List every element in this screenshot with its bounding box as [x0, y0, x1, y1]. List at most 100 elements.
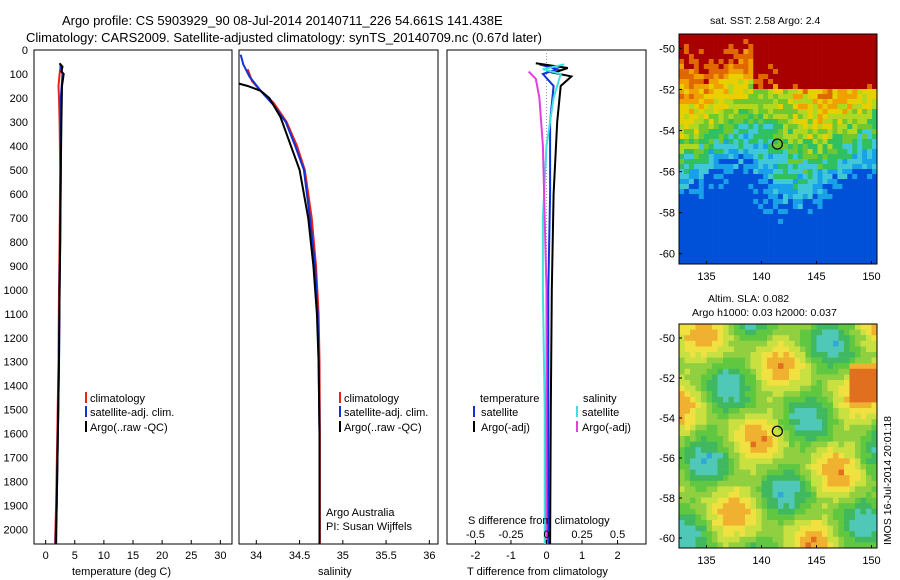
- sst-cell: [847, 244, 853, 250]
- sst-cell: [683, 129, 690, 135]
- sst-cell: [723, 54, 729, 60]
- sla-cell: [827, 324, 834, 330]
- sla-cell: [728, 352, 735, 358]
- sla-cell: [822, 385, 828, 392]
- sst-cell: [708, 79, 714, 85]
- depth-tick-label: 300: [10, 117, 28, 129]
- s-xtick-label: 0: [543, 529, 549, 541]
- sla-cell: [805, 391, 812, 398]
- sst-cell: [723, 194, 729, 200]
- sla-cell: [778, 464, 784, 470]
- sst-cell: [748, 39, 754, 45]
- sst-cell: [847, 139, 853, 145]
- sla-cell: [811, 368, 817, 375]
- sst-cell: [792, 109, 799, 115]
- sla-cell: [860, 441, 867, 448]
- sst-cell: [807, 104, 813, 110]
- sla-cell: [822, 413, 828, 420]
- sst-cell: [837, 44, 843, 50]
- sla-cell: [794, 475, 801, 482]
- sla-cell: [789, 346, 795, 353]
- sla-cell: [723, 329, 729, 336]
- sst-cell: [748, 34, 754, 40]
- sst-cell: [713, 49, 719, 55]
- sla-cell: [800, 514, 806, 521]
- sst-cell: [723, 164, 729, 170]
- sla-cell: [833, 430, 839, 437]
- sst-cell: [787, 214, 794, 220]
- sst-cell: [713, 134, 719, 140]
- sla-cell: [855, 380, 861, 386]
- sla-cell: [706, 419, 713, 426]
- sst-cell: [703, 74, 709, 80]
- sla-cell: [794, 408, 801, 414]
- sla-cell: [827, 391, 834, 398]
- sla-cell: [717, 469, 724, 476]
- sla-cell: [860, 352, 867, 358]
- sst-cell: [832, 164, 838, 170]
- sla-cell: [706, 441, 713, 448]
- sla-cell: [778, 531, 784, 538]
- sst-cell: [763, 134, 769, 140]
- sla-cell: [767, 520, 773, 526]
- sst-cell: [708, 144, 714, 150]
- sla-cell: [750, 542, 757, 549]
- series-line-2: [55, 62, 65, 545]
- sla-cell: [778, 357, 784, 364]
- sst-cell: [847, 119, 853, 125]
- sst-cell: [679, 174, 685, 180]
- sla-cell: [761, 486, 768, 493]
- sla-cell: [756, 508, 762, 515]
- sla-cell: [838, 357, 845, 364]
- sst-cell: [867, 99, 873, 105]
- sla-cell: [684, 402, 691, 409]
- sst-cell: [862, 154, 868, 160]
- sla-cell: [739, 480, 746, 487]
- sla-cell: [833, 542, 839, 549]
- sla-cell: [739, 352, 746, 358]
- sst-cell: [683, 149, 690, 155]
- sst-cell: [688, 224, 695, 230]
- sla-cell: [695, 340, 702, 347]
- sst-cell: [733, 149, 739, 155]
- sla-cell: [849, 492, 856, 498]
- sst-cell: [743, 179, 749, 185]
- sst-cell: [768, 164, 774, 170]
- sla-cell: [706, 324, 713, 330]
- sla-cell: [811, 508, 817, 515]
- sst-cell: [748, 114, 754, 120]
- sla-cell: [855, 503, 861, 510]
- map-ytick-label: -58: [659, 208, 675, 220]
- sst-cell: [758, 214, 764, 220]
- sst-cell: [822, 159, 828, 165]
- sst-cell: [872, 69, 878, 75]
- sst-cell: [743, 144, 749, 150]
- sst-cell: [758, 169, 764, 175]
- sst-cell: [802, 214, 808, 220]
- sla-cell: [701, 363, 707, 370]
- sla-cell: [772, 402, 779, 409]
- sst-cell: [867, 204, 873, 210]
- sst-cell: [693, 164, 700, 170]
- sst-cell: [768, 84, 774, 90]
- sst-cell: [807, 99, 813, 105]
- sst-cell: [723, 34, 729, 40]
- sla-cell: [679, 402, 685, 409]
- sst-cell: [782, 149, 789, 155]
- sla-cell: [679, 380, 685, 386]
- sst-cell: [842, 169, 848, 175]
- sst-cell: [822, 209, 828, 215]
- sst-cell: [792, 59, 799, 65]
- sst-cell: [847, 134, 853, 140]
- sst-cell: [758, 149, 764, 155]
- sst-cell: [812, 34, 818, 40]
- sla-cell: [684, 497, 691, 504]
- sst-cell: [817, 34, 823, 40]
- sst-cell: [857, 49, 863, 55]
- sla-cell: [805, 525, 812, 532]
- sst-cell: [723, 104, 729, 110]
- sla-cell: [728, 480, 735, 487]
- sla-cell: [706, 475, 713, 482]
- sst-cell: [827, 149, 833, 155]
- sla-cell: [822, 324, 828, 330]
